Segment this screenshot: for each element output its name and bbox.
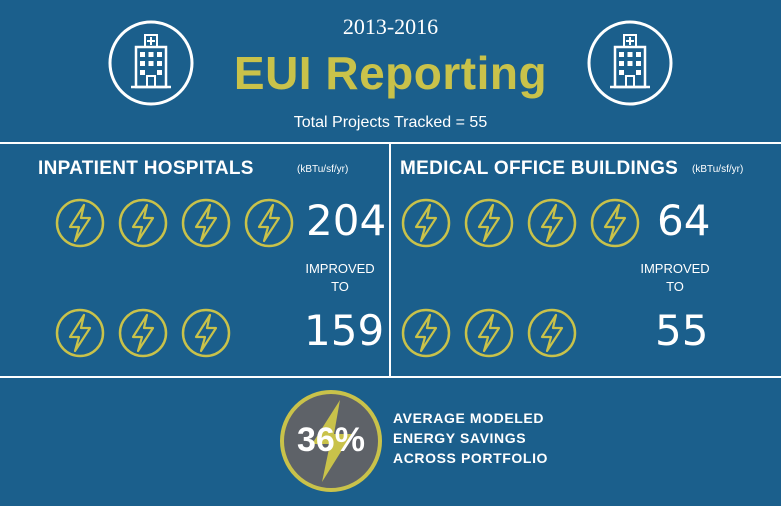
energy-bolt-icon	[526, 197, 578, 249]
energy-bolt-icon	[526, 307, 578, 359]
energy-bolt-icon	[243, 197, 295, 249]
page-title: EUI Reporting	[233, 47, 548, 99]
inpatient-after-value: 159	[304, 306, 385, 355]
inpatient-unit: (kBTu/sf/yr)	[297, 164, 349, 175]
total-projects-text: Total Projects Tracked = 55	[293, 114, 488, 131]
inpatient-title: INPATIENT HOSPITALS	[38, 158, 254, 179]
savings-line-1: AVERAGE MODELED	[393, 410, 545, 426]
medical-office-improved-label: IMPROVED TO	[640, 261, 710, 294]
medical-office-before-value: 64	[657, 196, 711, 245]
savings-badge-icon	[280, 390, 382, 492]
medical-office-title: MEDICAL OFFICE BUILDINGS	[400, 158, 679, 179]
savings-percent: 36%	[296, 421, 366, 459]
energy-bolt-icon	[589, 197, 641, 249]
energy-bolt-icon	[117, 197, 169, 249]
savings-line-2: ENERGY SAVINGS	[393, 430, 527, 446]
center-divider	[389, 142, 391, 376]
energy-bolt-icon	[54, 197, 106, 249]
energy-bolt-icon	[54, 307, 106, 359]
energy-bolt-icon	[180, 197, 232, 249]
energy-bolt-icon	[463, 197, 515, 249]
inpatient-improved-label: IMPROVED TO	[305, 261, 375, 294]
energy-bolt-icon	[117, 307, 169, 359]
years-range: 2013-2016	[342, 14, 439, 39]
medical-office-after-value: 55	[655, 306, 709, 355]
savings-description: AVERAGE MODELED ENERGY SAVINGS ACROSS PO…	[393, 408, 548, 468]
energy-bolt-icon	[463, 307, 515, 359]
energy-bolt-icon	[400, 307, 452, 359]
energy-bolt-icon	[400, 197, 452, 249]
energy-bolt-icon	[180, 307, 232, 359]
savings-line-3: ACROSS PORTFOLIO	[393, 450, 549, 466]
inpatient-before-value: 204	[306, 196, 387, 245]
bottom-divider	[0, 376, 781, 378]
medical-office-unit: (kBTu/sf/yr)	[692, 164, 744, 175]
